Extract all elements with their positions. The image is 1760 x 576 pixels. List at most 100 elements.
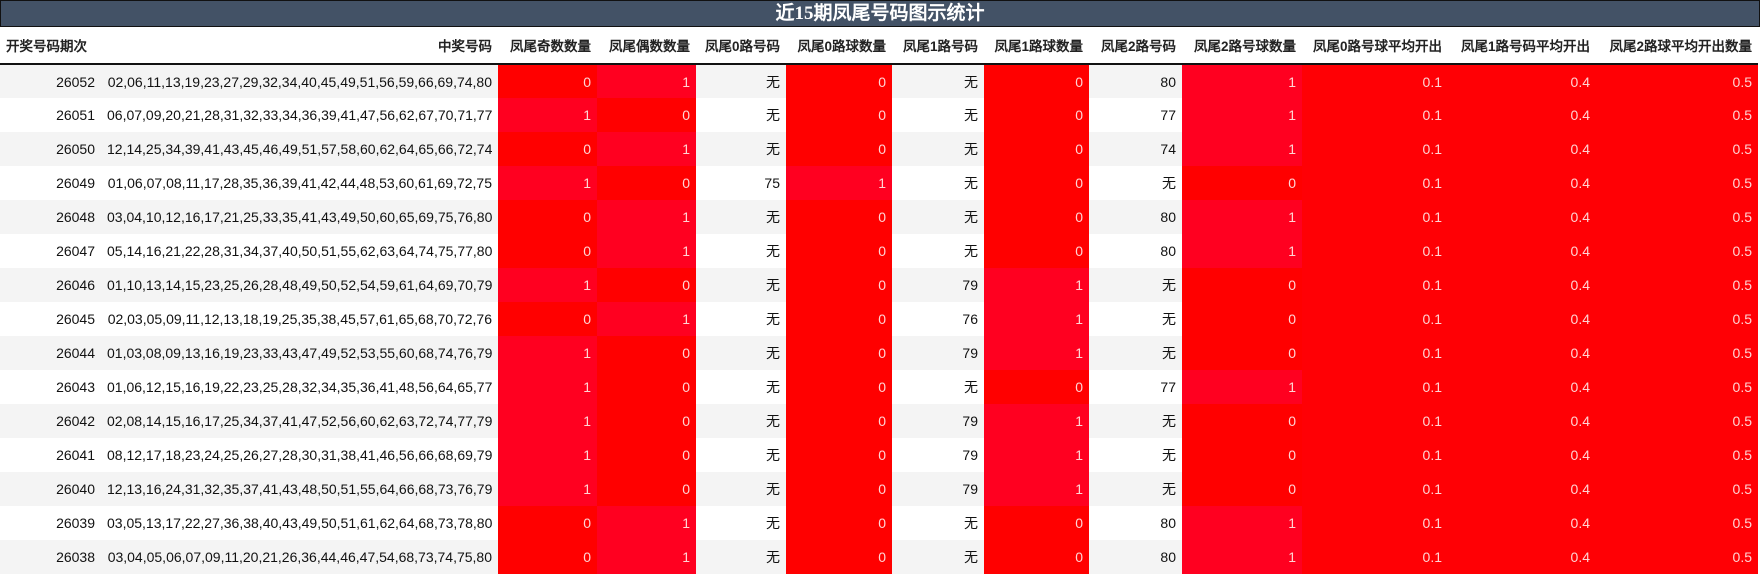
cell-even-count: 0 [597, 438, 696, 472]
cell-route2-avg: 0.5 [1596, 132, 1758, 166]
cell-route1-avg: 0.4 [1448, 166, 1596, 200]
cell-route2-avg: 0.5 [1596, 404, 1758, 438]
column-header-odd-count[interactable]: 凤尾奇数数量 [498, 27, 597, 65]
cell-route1-avg: 0.4 [1448, 268, 1596, 302]
cell-route0-count: 0 [786, 234, 892, 268]
cell-winning-numbers: 02,08,14,15,16,17,25,34,37,41,47,52,56,6… [101, 404, 498, 438]
cell-route2-avg: 0.5 [1596, 200, 1758, 234]
column-header-winning-numbers[interactable]: 中奖号码 [101, 27, 498, 65]
cell-route0-number: 无 [696, 472, 786, 506]
column-header-route2-count[interactable]: 凤尾2路号球数量 [1182, 27, 1302, 65]
cell-route1-avg: 0.4 [1448, 234, 1596, 268]
cell-route2-avg: 0.5 [1596, 506, 1758, 540]
cell-route1-avg: 0.4 [1448, 302, 1596, 336]
column-header-route0-number[interactable]: 凤尾0路号码 [696, 27, 786, 65]
cell-route0-avg: 0.1 [1302, 64, 1448, 98]
cell-route2-number: 80 [1089, 200, 1182, 234]
cell-odd-count: 1 [498, 472, 597, 506]
cell-even-count: 1 [597, 64, 696, 98]
cell-route2-count: 1 [1182, 98, 1302, 132]
cell-route1-avg: 0.4 [1448, 540, 1596, 574]
table-row: 26052 02,06,11,13,19,23,27,29,32,34,40,45… [0, 64, 1758, 98]
cell-route1-number: 无 [892, 132, 984, 166]
cell-odd-count: 0 [498, 132, 597, 166]
column-header-period[interactable]: 开奖号码期次 [0, 27, 101, 65]
cell-odd-count: 0 [498, 540, 597, 574]
cell-winning-numbers: 12,13,16,24,31,32,35,37,41,43,48,50,51,5… [101, 472, 498, 506]
cell-route0-count: 0 [786, 506, 892, 540]
table-row: 26038 03,04,05,06,07,09,11,20,21,26,36,44… [0, 540, 1758, 574]
table-row: 26046 01,10,13,14,15,23,25,26,28,48,49,50… [0, 268, 1758, 302]
cell-route2-count: 1 [1182, 64, 1302, 98]
column-header-route2-number[interactable]: 凤尾2路号码 [1089, 27, 1182, 65]
cell-route2-count: 1 [1182, 132, 1302, 166]
cell-odd-count: 1 [498, 370, 597, 404]
cell-period: 26038 [0, 540, 101, 574]
cell-route2-number: 77 [1089, 98, 1182, 132]
cell-route0-avg: 0.1 [1302, 438, 1448, 472]
column-header-route1-count[interactable]: 凤尾1路球数量 [984, 27, 1089, 65]
cell-even-count: 1 [597, 540, 696, 574]
cell-winning-numbers: 01,10,13,14,15,23,25,26,28,48,49,50,52,5… [101, 268, 498, 302]
cell-winning-numbers: 03,04,10,12,16,17,21,25,33,35,41,43,49,5… [101, 200, 498, 234]
cell-route1-count: 0 [984, 234, 1089, 268]
cell-odd-count: 1 [498, 404, 597, 438]
tail-number-stats-table: 开奖号码期次 中奖号码 凤尾奇数数量 凤尾偶数数量 凤尾0路号码 凤尾0路球数量 凤尾1路号… [0, 27, 1758, 574]
cell-route2-avg: 0.5 [1596, 64, 1758, 98]
cell-period: 26048 [0, 200, 101, 234]
cell-route0-number: 无 [696, 438, 786, 472]
cell-period: 26050 [0, 132, 101, 166]
cell-route2-count: 0 [1182, 302, 1302, 336]
cell-route0-avg: 0.1 [1302, 302, 1448, 336]
cell-route0-number: 无 [696, 200, 786, 234]
cell-even-count: 0 [597, 370, 696, 404]
cell-route1-avg: 0.4 [1448, 132, 1596, 166]
column-header-route1-number[interactable]: 凤尾1路号码 [892, 27, 984, 65]
cell-odd-count: 0 [498, 200, 597, 234]
cell-odd-count: 1 [498, 166, 597, 200]
cell-route2-number: 80 [1089, 64, 1182, 98]
cell-route2-number: 无 [1089, 268, 1182, 302]
column-header-route1-avg[interactable]: 凤尾1路号码平均开出 [1448, 27, 1596, 65]
cell-route1-avg: 0.4 [1448, 472, 1596, 506]
column-header-route0-count[interactable]: 凤尾0路球数量 [786, 27, 892, 65]
cell-route1-number: 76 [892, 302, 984, 336]
cell-route1-count: 0 [984, 64, 1089, 98]
cell-winning-numbers: 01,06,12,15,16,19,22,23,25,28,32,34,35,3… [101, 370, 498, 404]
cell-route1-count: 1 [984, 472, 1089, 506]
cell-route2-number: 80 [1089, 540, 1182, 574]
cell-route0-count: 0 [786, 438, 892, 472]
cell-route1-count: 0 [984, 370, 1089, 404]
cell-even-count: 0 [597, 98, 696, 132]
cell-route1-number: 79 [892, 472, 984, 506]
cell-route2-number: 无 [1089, 336, 1182, 370]
cell-route1-count: 1 [984, 268, 1089, 302]
table-row: 26049 01,06,07,08,11,17,28,35,36,39,41,42… [0, 166, 1758, 200]
column-header-route2-avg[interactable]: 凤尾2路球平均开出数量 [1596, 27, 1758, 65]
cell-route0-avg: 0.1 [1302, 268, 1448, 302]
cell-route1-count: 0 [984, 98, 1089, 132]
cell-route0-avg: 0.1 [1302, 336, 1448, 370]
cell-route1-count: 1 [984, 302, 1089, 336]
table-row: 26044 01,03,08,09,13,16,19,23,33,43,47,49… [0, 336, 1758, 370]
cell-route1-number: 无 [892, 200, 984, 234]
cell-route2-number: 无 [1089, 404, 1182, 438]
cell-route0-avg: 0.1 [1302, 404, 1448, 438]
cell-even-count: 1 [597, 234, 696, 268]
cell-route0-count: 0 [786, 200, 892, 234]
cell-route2-number: 无 [1089, 302, 1182, 336]
table-row: 26045 02,03,05,09,11,12,13,18,19,25,35,38… [0, 302, 1758, 336]
cell-route2-avg: 0.5 [1596, 438, 1758, 472]
cell-winning-numbers: 08,12,17,18,23,24,25,26,27,28,30,31,38,4… [101, 438, 498, 472]
cell-route1-number: 无 [892, 540, 984, 574]
cell-winning-numbers: 03,04,05,06,07,09,11,20,21,26,36,44,46,4… [101, 540, 498, 574]
cell-route0-count: 0 [786, 98, 892, 132]
cell-period: 26042 [0, 404, 101, 438]
cell-route1-avg: 0.4 [1448, 506, 1596, 540]
column-header-route0-avg[interactable]: 凤尾0路号球平均开出 [1302, 27, 1448, 65]
cell-route0-number: 无 [696, 234, 786, 268]
cell-route0-number: 无 [696, 302, 786, 336]
cell-odd-count: 1 [498, 336, 597, 370]
column-header-even-count[interactable]: 凤尾偶数数量 [597, 27, 696, 65]
cell-route1-count: 1 [984, 336, 1089, 370]
